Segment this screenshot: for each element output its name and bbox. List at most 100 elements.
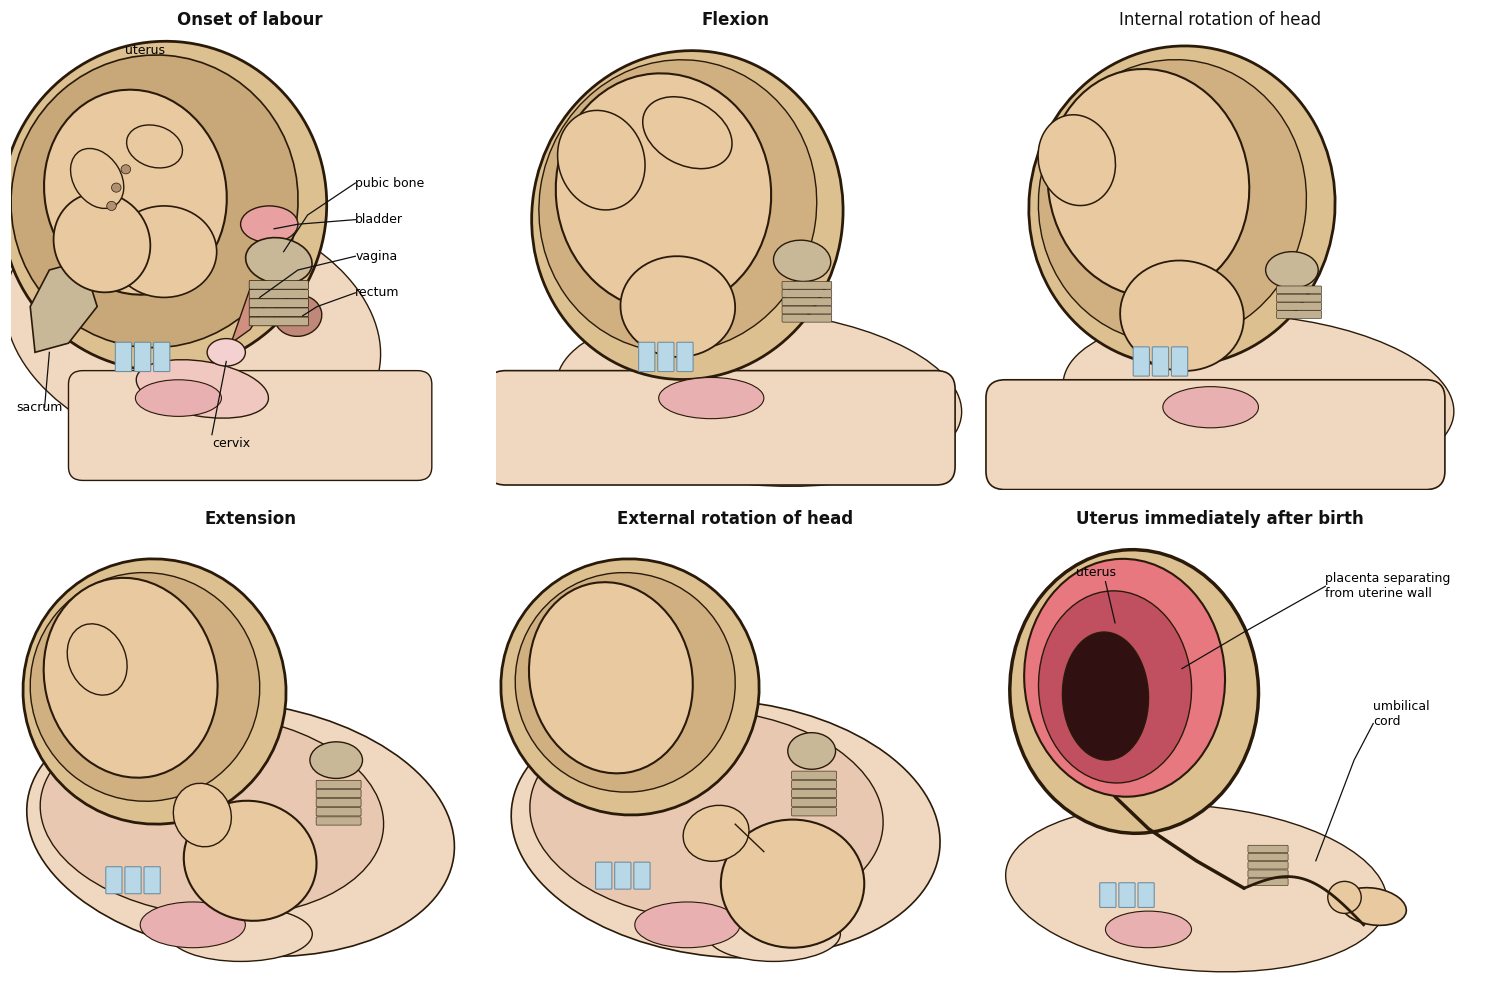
FancyBboxPatch shape xyxy=(639,342,656,372)
Ellipse shape xyxy=(530,709,884,921)
FancyBboxPatch shape xyxy=(1100,883,1116,907)
Title: Extension: Extension xyxy=(204,510,296,528)
Ellipse shape xyxy=(1024,559,1225,797)
Ellipse shape xyxy=(274,295,322,336)
FancyBboxPatch shape xyxy=(792,780,837,788)
FancyBboxPatch shape xyxy=(1172,347,1188,376)
Polygon shape xyxy=(30,261,98,352)
FancyBboxPatch shape xyxy=(1248,845,1288,853)
FancyBboxPatch shape xyxy=(676,342,693,372)
Text: vagina: vagina xyxy=(356,250,398,263)
Ellipse shape xyxy=(558,110,645,210)
Ellipse shape xyxy=(27,701,454,957)
FancyBboxPatch shape xyxy=(249,317,309,326)
Ellipse shape xyxy=(1038,115,1116,206)
FancyBboxPatch shape xyxy=(792,771,837,779)
Ellipse shape xyxy=(1047,69,1250,297)
Ellipse shape xyxy=(1062,632,1149,760)
Ellipse shape xyxy=(634,902,740,948)
Ellipse shape xyxy=(530,582,693,773)
FancyBboxPatch shape xyxy=(1276,302,1322,310)
Title: Uterus immediately after birth: Uterus immediately after birth xyxy=(1077,510,1364,528)
Text: umbilical
cord: umbilical cord xyxy=(1372,700,1430,728)
FancyBboxPatch shape xyxy=(792,808,837,816)
Ellipse shape xyxy=(170,907,312,961)
FancyBboxPatch shape xyxy=(782,281,832,289)
Ellipse shape xyxy=(556,310,962,486)
Ellipse shape xyxy=(1120,261,1244,371)
Ellipse shape xyxy=(44,578,218,778)
Ellipse shape xyxy=(184,801,316,921)
Ellipse shape xyxy=(1029,46,1335,366)
FancyBboxPatch shape xyxy=(249,308,309,317)
Ellipse shape xyxy=(68,624,128,695)
Ellipse shape xyxy=(1064,314,1454,482)
FancyBboxPatch shape xyxy=(316,808,362,816)
FancyBboxPatch shape xyxy=(1276,294,1322,302)
Text: sacrum: sacrum xyxy=(16,401,63,414)
FancyBboxPatch shape xyxy=(1152,347,1168,376)
FancyBboxPatch shape xyxy=(596,862,612,889)
FancyBboxPatch shape xyxy=(153,342,170,372)
Ellipse shape xyxy=(54,193,150,292)
Ellipse shape xyxy=(788,733,836,769)
Ellipse shape xyxy=(538,60,816,352)
FancyBboxPatch shape xyxy=(316,780,362,788)
Ellipse shape xyxy=(556,73,771,311)
Ellipse shape xyxy=(135,380,222,416)
FancyBboxPatch shape xyxy=(1248,862,1288,869)
Text: uterus: uterus xyxy=(1076,566,1116,579)
Ellipse shape xyxy=(174,783,231,847)
Ellipse shape xyxy=(2,41,327,371)
FancyBboxPatch shape xyxy=(792,789,837,798)
Ellipse shape xyxy=(22,559,286,824)
FancyBboxPatch shape xyxy=(782,306,832,314)
FancyBboxPatch shape xyxy=(782,314,832,322)
Title: Flexion: Flexion xyxy=(700,11,770,29)
Ellipse shape xyxy=(774,240,831,281)
Ellipse shape xyxy=(531,51,843,379)
Ellipse shape xyxy=(10,55,298,348)
Text: uterus: uterus xyxy=(124,44,165,57)
FancyBboxPatch shape xyxy=(782,290,832,297)
FancyBboxPatch shape xyxy=(657,342,674,372)
Circle shape xyxy=(111,183,122,192)
FancyBboxPatch shape xyxy=(135,342,150,372)
FancyBboxPatch shape xyxy=(634,862,650,889)
Circle shape xyxy=(122,165,130,174)
Ellipse shape xyxy=(30,573,260,801)
FancyBboxPatch shape xyxy=(1132,347,1149,376)
Ellipse shape xyxy=(1340,888,1407,925)
Circle shape xyxy=(106,201,117,210)
FancyBboxPatch shape xyxy=(615,862,632,889)
Ellipse shape xyxy=(140,902,246,948)
Text: bladder: bladder xyxy=(356,213,404,226)
FancyBboxPatch shape xyxy=(316,789,362,798)
Ellipse shape xyxy=(1038,591,1191,783)
FancyBboxPatch shape xyxy=(1248,853,1288,861)
FancyBboxPatch shape xyxy=(986,380,1444,490)
FancyBboxPatch shape xyxy=(106,867,122,894)
FancyBboxPatch shape xyxy=(124,867,141,894)
FancyBboxPatch shape xyxy=(1276,286,1322,294)
Ellipse shape xyxy=(1328,881,1360,913)
Ellipse shape xyxy=(40,714,384,916)
FancyBboxPatch shape xyxy=(1138,883,1154,907)
FancyBboxPatch shape xyxy=(69,371,432,480)
Ellipse shape xyxy=(514,573,735,792)
Ellipse shape xyxy=(706,907,840,961)
FancyBboxPatch shape xyxy=(792,799,837,807)
Title: Internal rotation of head: Internal rotation of head xyxy=(1119,11,1322,29)
FancyBboxPatch shape xyxy=(249,280,309,289)
Ellipse shape xyxy=(136,360,268,418)
Ellipse shape xyxy=(1162,387,1258,428)
Title: External rotation of head: External rotation of head xyxy=(616,510,854,528)
FancyBboxPatch shape xyxy=(116,342,132,372)
Ellipse shape xyxy=(1266,252,1318,288)
FancyBboxPatch shape xyxy=(1119,883,1136,907)
Ellipse shape xyxy=(310,742,363,778)
FancyBboxPatch shape xyxy=(1276,311,1322,318)
Polygon shape xyxy=(231,288,264,343)
Ellipse shape xyxy=(111,206,216,297)
Text: pubic bone: pubic bone xyxy=(356,177,424,190)
